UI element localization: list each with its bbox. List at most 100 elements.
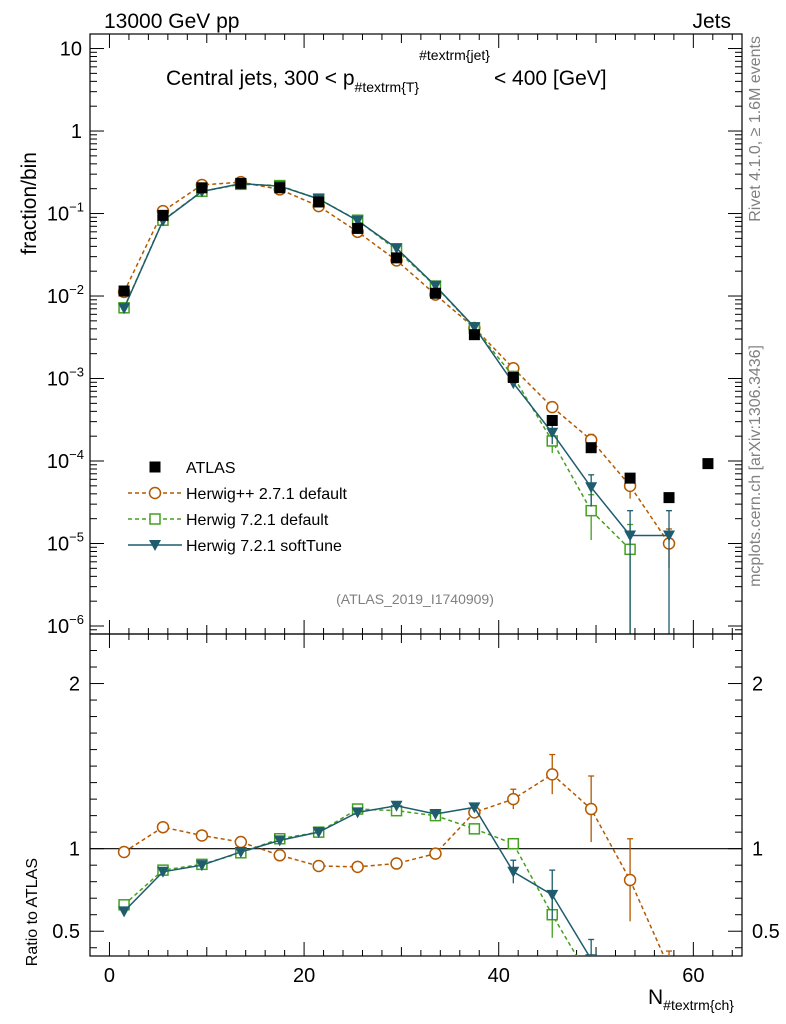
main-data-point (545, 400, 559, 414)
x-axis-label: N#textrm{ch} (648, 986, 734, 1013)
legend-entry: Herwig 7.2.1 default (128, 512, 329, 529)
plot-title: Central jets, 300 < p#textrm{T}#textrm{j… (166, 47, 607, 95)
legend-entry: Herwig++ 2.7.1 default (128, 486, 348, 503)
main-plot-area (117, 175, 714, 634)
ratio-data-point (429, 808, 442, 820)
ratio-data-point (390, 800, 403, 812)
legend-entry: Herwig 7.2.1 softTune (128, 538, 342, 555)
main-data-point (157, 209, 169, 221)
analysis-watermark: (ATLAS_2019_I1740909) (336, 591, 494, 607)
legend-marker (149, 461, 161, 473)
ratio-axes: 0 20 40 60 0.5 0.5 1 1 2 2 (52, 633, 780, 987)
ratio-data-point (546, 889, 559, 901)
main-series-atlas (118, 177, 714, 504)
ratio-y-tick-label-right: 0.5 (752, 921, 780, 943)
ratio-series-herwig-7-2-1-softtune (118, 800, 598, 956)
ratio-y-tick-label-right: 2 (752, 674, 763, 696)
main-data-point (468, 322, 481, 334)
ratio-y-tick-label: 1 (69, 839, 80, 861)
header-left: 13000 GeV pp (104, 10, 239, 33)
ratio-data-point (273, 849, 287, 862)
ratio-data-point (507, 866, 520, 878)
ratio-data-point (390, 857, 403, 870)
ratio-plot-area (117, 753, 675, 986)
main-data-point (351, 215, 364, 227)
ratio-data-point (468, 802, 481, 814)
ratio-data-point (312, 859, 325, 873)
legend-entry: ATLAS (149, 460, 236, 477)
main-data-point (624, 530, 637, 542)
main-y-tick-label: 10−2 (47, 282, 84, 308)
main-data-point (274, 182, 286, 194)
legend-label: ATLAS (186, 460, 236, 477)
main-y-tick-label: 10−6 (47, 612, 84, 638)
ratio-y-tick-label: 0.5 (52, 921, 80, 943)
ratio-data-point (117, 845, 131, 859)
ratio-data-point (507, 837, 520, 850)
ratio-data-point (195, 860, 208, 872)
x-tick-label: 20 (293, 965, 315, 987)
main-data-point (585, 442, 597, 454)
legend: ATLAS Herwig++ 2.7.1 default Herwig 7.2.1 … (128, 460, 348, 555)
ratio-y-tick-label: 2 (69, 674, 80, 696)
ratio-series-herwig-7-2-1-default (118, 803, 596, 986)
main-data-point (702, 458, 714, 470)
ratio-data-point (507, 792, 520, 806)
main-data-point (118, 285, 130, 297)
ratio-data-point (585, 954, 598, 956)
ratio-data-point (156, 866, 169, 878)
ratio-data-point (351, 860, 364, 874)
main-data-point (196, 182, 208, 194)
x-tick-label: 40 (488, 965, 510, 987)
ratio-data-point (586, 976, 596, 986)
legend-marker (149, 513, 161, 525)
ratio-data-point (545, 768, 559, 781)
header-right: Jets (692, 10, 731, 33)
legend-marker (148, 486, 162, 500)
x-tick-label: 0 (104, 965, 115, 987)
main-y-axis-label: fraction/bin (18, 152, 41, 255)
ratio-data-point (273, 835, 286, 847)
main-data-point (429, 287, 441, 299)
ratio-data-point (234, 835, 248, 849)
ratio-data-point (312, 827, 325, 839)
ratio-series-line (123, 804, 591, 956)
main-data-point (391, 252, 403, 264)
ratio-series-line (123, 808, 578, 956)
ratio-y-tick-label-right: 1 (752, 839, 763, 861)
main-data-point (663, 530, 676, 542)
ratio-data-point (118, 906, 131, 918)
main-data-point (429, 280, 442, 292)
legend-label: Herwig 7.2.1 default (186, 512, 329, 529)
x-tick-label: 60 (682, 965, 704, 987)
main-y-tick-label: 1 (71, 121, 82, 143)
ratio-data-point (664, 962, 675, 973)
ratio-data-point (623, 873, 637, 887)
main-data-point (585, 482, 598, 494)
ratio-data-point (468, 823, 481, 835)
ratio-data-point (584, 802, 598, 816)
main-y-tick-label: 10−5 (47, 530, 84, 556)
ratio-data-point (195, 829, 209, 842)
ratio-y-axis-label: Ratio to ATLAS (24, 858, 41, 966)
main-data-point (313, 196, 325, 208)
main-data-point (546, 427, 559, 439)
main-data-point (507, 371, 519, 383)
main-series-herwig-7-2-1-softtune (118, 178, 676, 634)
main-data-point (624, 472, 636, 484)
legend-label: Herwig 7.2.1 softTune (186, 538, 342, 555)
ratio-frame (89, 633, 743, 957)
rivet-label: Rivet 4.1.0, ≥ 1.6M events (747, 36, 764, 222)
main-data-point (118, 303, 131, 315)
main-y-tick-label: 10 (60, 39, 82, 61)
main-data-point (390, 243, 403, 255)
main-y-tick-label: 10−3 (47, 365, 84, 391)
ratio-data-point (156, 820, 170, 834)
main-data-point (585, 504, 597, 517)
ratio-data-point (351, 807, 364, 819)
main-axes: 10 1 10−1 10−2 10−3 10−4 10−5 10−6 (47, 33, 743, 638)
ratio-data-point (429, 847, 442, 860)
main-y-tick-label: 10−1 (47, 200, 84, 226)
ratio-data-point (234, 846, 247, 858)
